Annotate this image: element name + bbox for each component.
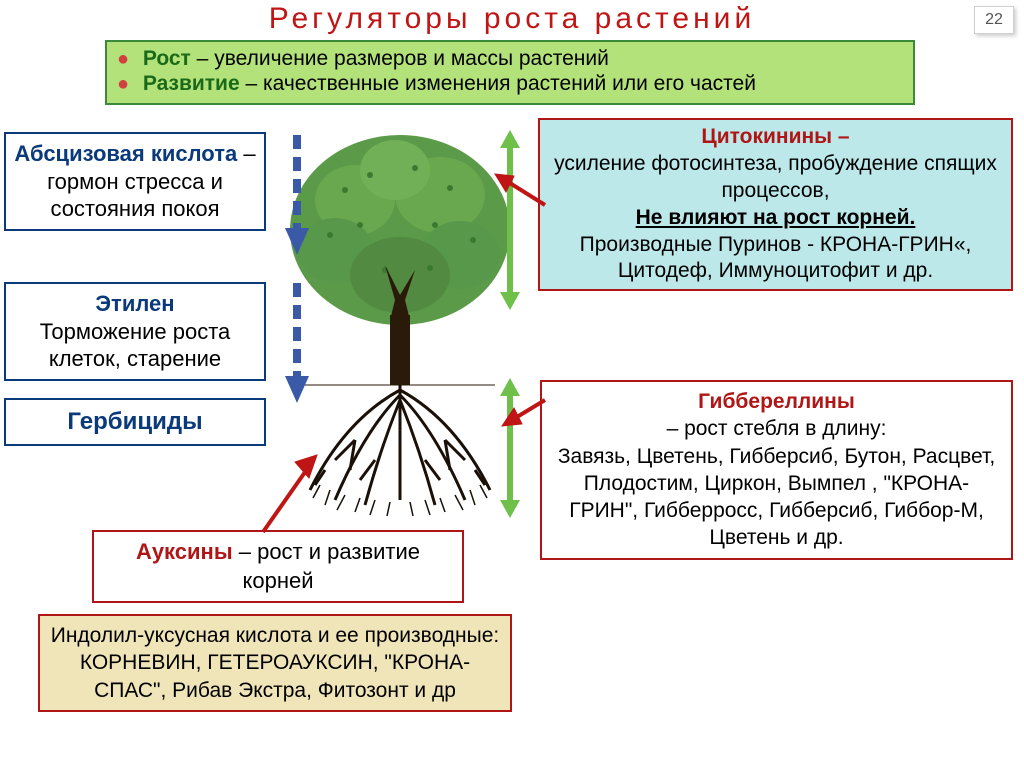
auxins-box: Ауксины – рост и развитие корней <box>92 530 464 603</box>
gibberellins-list: Завязь, Цветень, Гибберсиб, Бутон, Расцв… <box>550 443 1003 552</box>
green-arrow-crown <box>498 130 522 310</box>
ethylene-text: Торможение роста клеток, старение <box>14 318 256 373</box>
gibberellins-sub: – рост стебля в длину: <box>550 415 1003 442</box>
auxins-text: – рост и развитие корней <box>233 539 420 593</box>
abscisic-acid-box: Абсцизовая кислота – гормон стресса и со… <box>4 132 266 231</box>
page-number-badge: 22 <box>974 6 1014 34</box>
intro-rest-2: – качественные изменения растений или ег… <box>240 72 756 95</box>
blue-arrow-down-1 <box>282 130 312 260</box>
auxins-header: Ауксины <box>136 539 233 564</box>
blue-arrow-down-2 <box>282 278 312 408</box>
ethylene-header: Этилен <box>14 290 256 318</box>
red-arrow-cytokinins <box>490 170 550 210</box>
herbicides-box: Гербициды <box>4 398 266 446</box>
intro-box: ● Рост – увеличение размеров и массы рас… <box>105 40 915 105</box>
cytokinins-box: Цитокинины – усиление фотосинтеза, пробу… <box>538 118 1013 291</box>
bullet-icon: ● <box>117 73 137 96</box>
iaa-box: Индолил-уксусная кислота и ее производны… <box>38 614 512 712</box>
red-arrow-auxins <box>255 450 325 540</box>
gibberellins-box: Гиббереллины – рост стебля в длину: Завя… <box>540 380 1013 560</box>
red-arrow-gibberellins <box>500 390 550 430</box>
bullet-icon: ● <box>117 48 137 71</box>
intro-line-growth: ● Рост – увеличение размеров и массы рас… <box>117 47 903 71</box>
intro-term-1: Рост <box>143 47 191 70</box>
cytokinins-line1: усиление фотосинтеза, пробуждение спящих… <box>546 151 1005 205</box>
gibberellins-header: Гиббереллины <box>550 388 1003 415</box>
intro-line-development: ● Развитие – качественные изменения раст… <box>117 72 903 96</box>
intro-term-2: Развитие <box>143 72 240 95</box>
abscisic-header: Абсцизовая кислота <box>14 141 237 166</box>
page-title: Регуляторы роста растений <box>269 2 755 36</box>
cytokinins-header: Цитокинины – <box>546 124 1005 151</box>
ethylene-box: Этилен Торможение роста клеток, старение <box>4 282 266 381</box>
cytokinins-line3: Производные Пуринов - КРОНА-ГРИН«, Цитод… <box>546 232 1005 286</box>
cytokinins-line2: Не влияют на рост корней. <box>546 205 1005 232</box>
herbicides-header: Гербициды <box>67 408 202 435</box>
iaa-text: Индолил-уксусная кислота и ее производны… <box>48 622 502 704</box>
intro-rest-1: – увеличение размеров и массы растений <box>191 47 609 70</box>
